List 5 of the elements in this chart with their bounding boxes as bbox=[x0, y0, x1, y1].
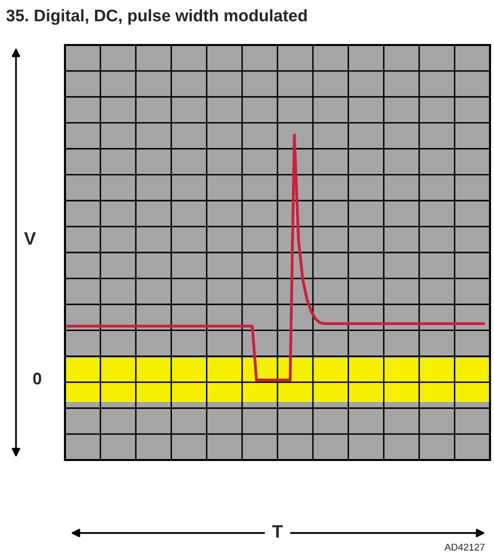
text: AD42127 bbox=[444, 544, 485, 551]
y-axis-title: V bbox=[24, 232, 36, 245]
chart-title: 35. Digital, DC, pulse width modulated bbox=[6, 9, 307, 25]
text: 0 bbox=[33, 372, 42, 384]
text: T bbox=[272, 525, 283, 538]
